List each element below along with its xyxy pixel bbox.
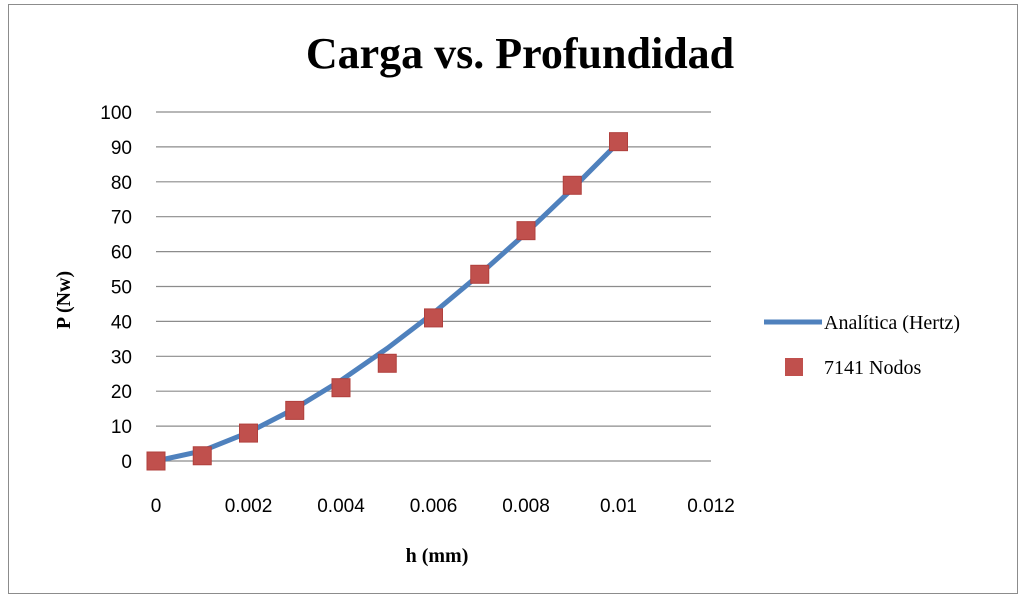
gridlines xyxy=(156,111,711,462)
y-tick-label: 80 xyxy=(111,173,132,194)
y-tick-label: 30 xyxy=(111,347,132,368)
y-axis-title: P (Nw) xyxy=(53,271,75,329)
y-tick-label: 90 xyxy=(111,138,132,159)
data-point-7141-nodos xyxy=(239,423,258,443)
x-tick-label: 0.002 xyxy=(225,496,273,517)
data-point-7141-nodos xyxy=(516,221,536,241)
legend-label: 7141 Nodos xyxy=(824,357,921,379)
data-point-7141-nodos xyxy=(424,308,443,328)
x-tick-label: 0.008 xyxy=(502,496,550,517)
chart-frame xyxy=(8,4,1018,594)
y-tick-labels: 0 10 20 30 40 50 60 70 80 90 100 xyxy=(100,103,132,473)
y-tick-label: 70 xyxy=(111,208,132,229)
chart-title: Carga vs. Profundidad xyxy=(306,29,734,78)
legend-item: 7141 Nodos xyxy=(785,357,921,379)
x-tick-labels: 0 0.002 0.004 0.006 0.008 0.01 0.012 xyxy=(151,496,735,517)
legend-item: Analítica (Hertz) xyxy=(764,312,960,334)
legend: Analítica (Hertz) 7141 Nodos xyxy=(764,312,960,379)
y-tick-label: 60 xyxy=(111,243,132,264)
y-tick-label: 40 xyxy=(111,312,132,333)
data-point-7141-nodos xyxy=(470,264,490,284)
y-tick-label: 100 xyxy=(100,103,132,124)
legend-marker-swatch xyxy=(785,358,803,376)
data-point-7141-nodos xyxy=(146,451,166,471)
x-tick-label: 0 xyxy=(151,496,162,517)
x-tick-label: 0.01 xyxy=(600,496,637,517)
data-point-7141-nodos xyxy=(562,175,582,195)
series-line-analitica xyxy=(153,139,621,464)
data-point-7141-nodos xyxy=(331,378,351,398)
data-point-7141-nodos xyxy=(377,353,397,373)
data-point-7141-nodos xyxy=(609,132,628,152)
y-tick-label: 10 xyxy=(111,417,132,438)
y-tick-label: 50 xyxy=(111,278,132,299)
y-tick-label: 0 xyxy=(121,452,132,473)
x-axis-title: h (mm) xyxy=(406,545,469,567)
data-point-7141-nodos xyxy=(285,400,305,420)
y-tick-label: 20 xyxy=(111,382,132,403)
x-tick-label: 0.006 xyxy=(410,496,458,517)
x-tick-label: 0.012 xyxy=(687,496,735,517)
x-tick-label: 0.004 xyxy=(317,496,365,517)
data-point-7141-nodos xyxy=(192,446,212,466)
legend-label: Analítica (Hertz) xyxy=(824,312,960,334)
series-layer xyxy=(146,132,628,471)
